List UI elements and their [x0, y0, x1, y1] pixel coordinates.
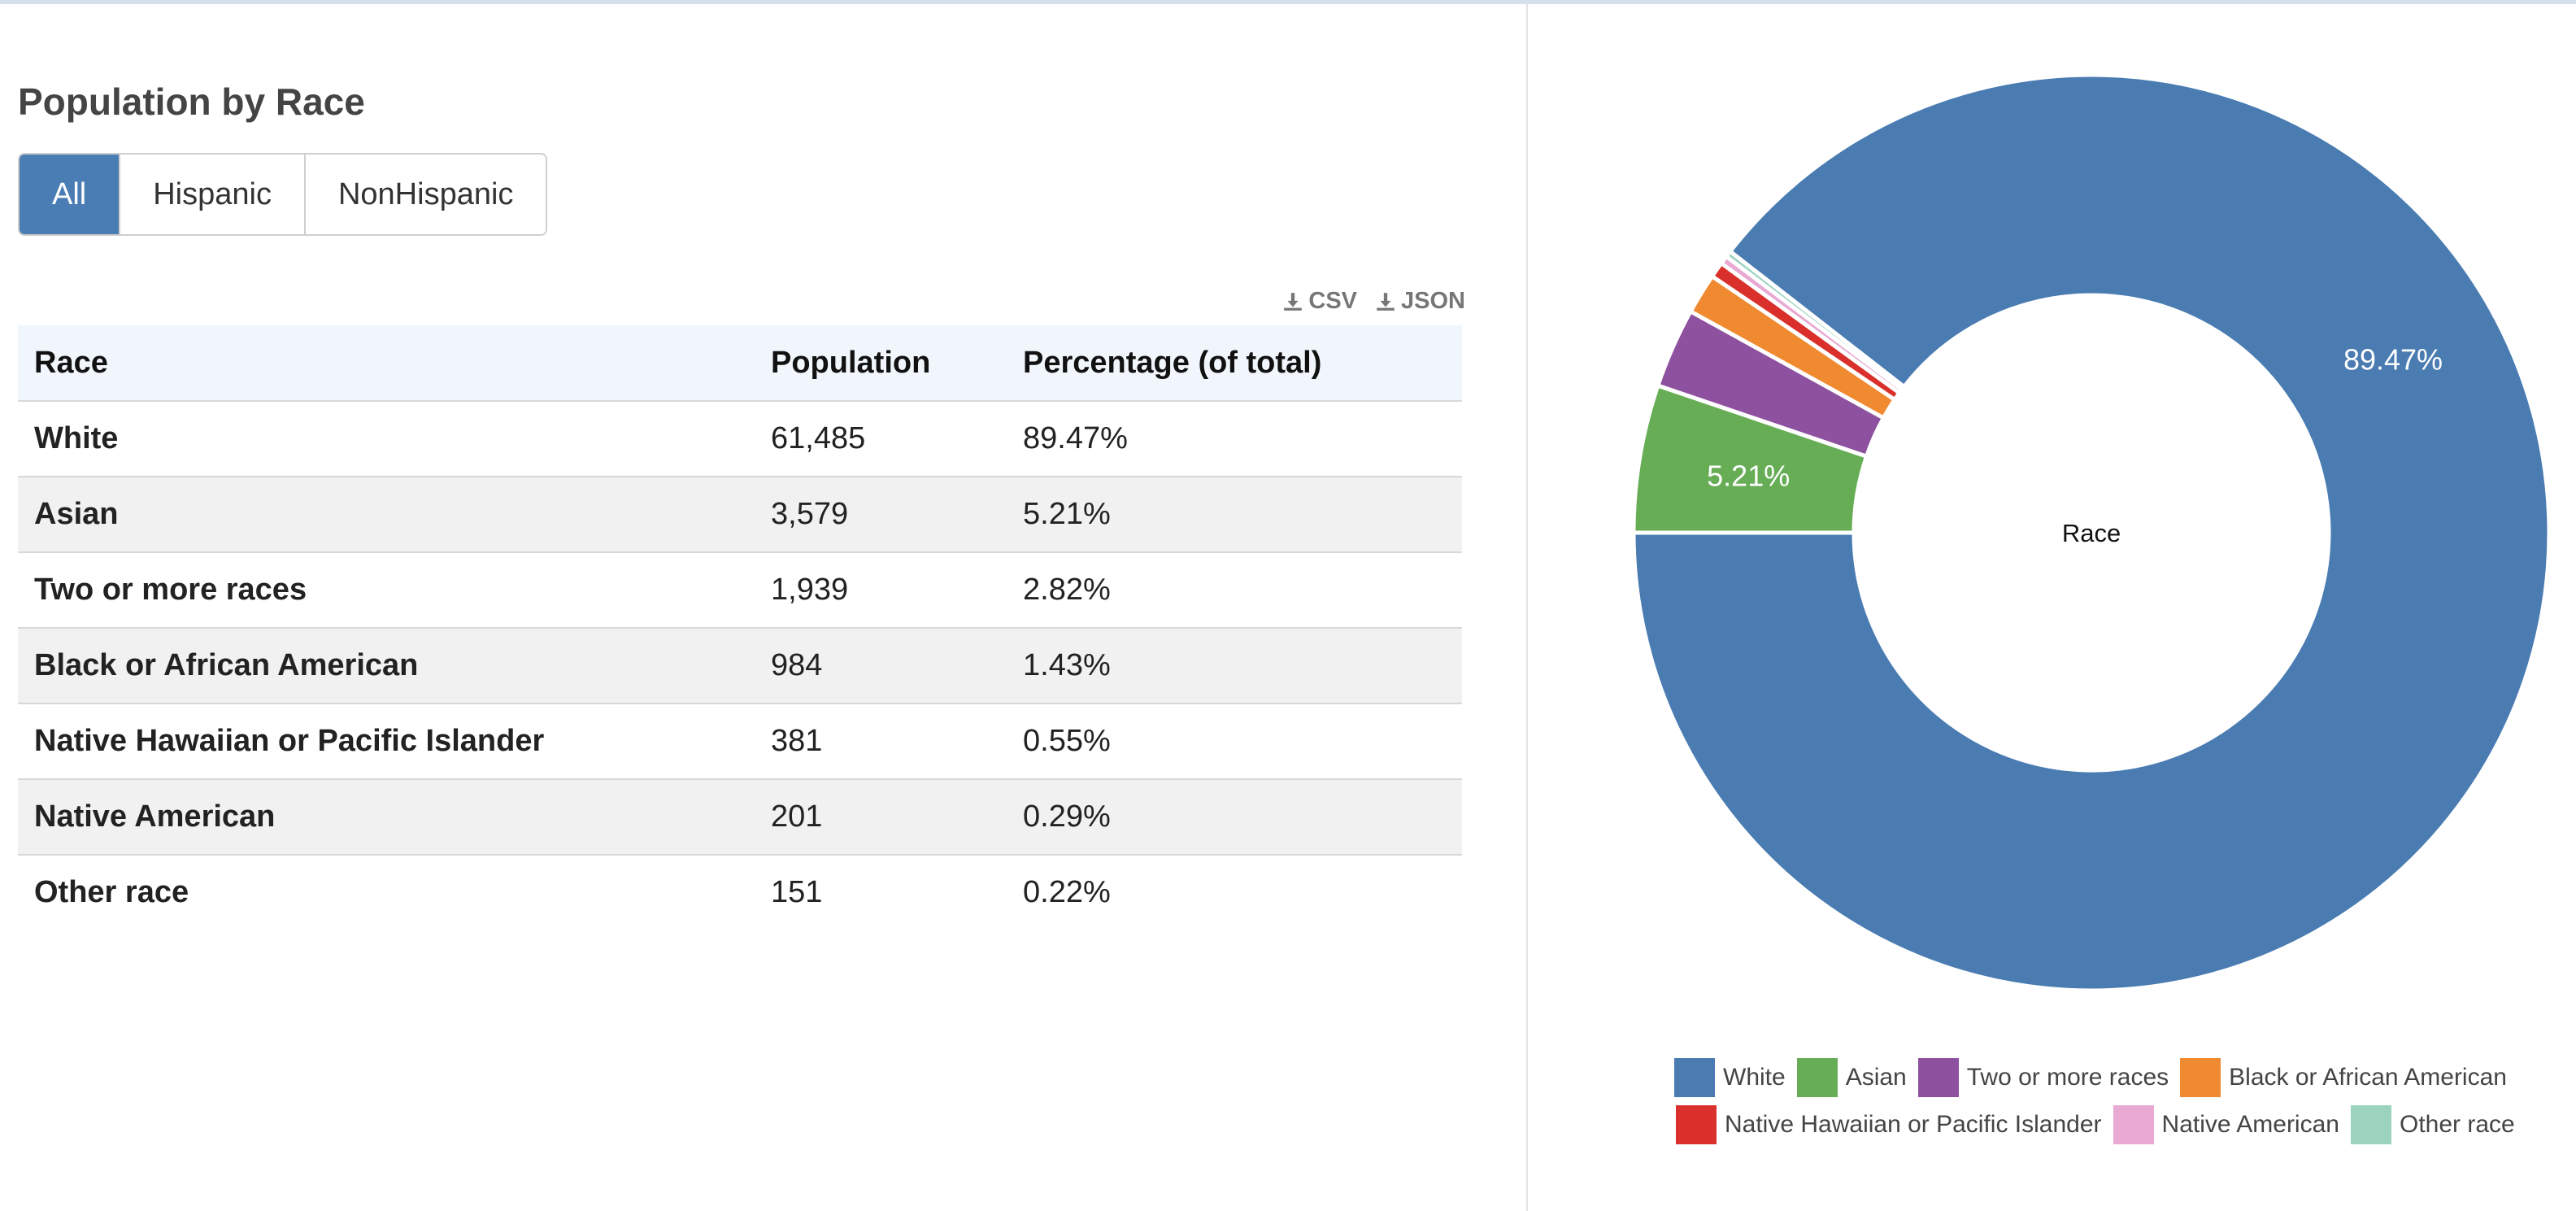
- legend-item[interactable]: Asian: [1796, 1058, 1907, 1097]
- donut-center-label: Race: [2062, 519, 2121, 547]
- slice-value-label: 5.21%: [1707, 459, 1790, 492]
- legend-item[interactable]: Native American: [2113, 1105, 2339, 1144]
- page-title: Population by Race: [18, 81, 365, 123]
- population-cell: 984: [755, 628, 1007, 704]
- percentage-cell: 1.43%: [1007, 628, 1462, 704]
- percentage-cell: 5.21%: [1007, 477, 1462, 553]
- header-population[interactable]: Population: [755, 325, 1007, 402]
- percentage-cell: 0.29%: [1007, 779, 1462, 856]
- download-csv-label: CSV: [1308, 288, 1358, 314]
- legend-row: Native Hawaiian or Pacific Islander Nativ…: [1676, 1105, 2526, 1144]
- race-cell: White: [18, 401, 755, 477]
- legend-swatch: [2180, 1058, 2221, 1097]
- legend-label: Asian: [1845, 1064, 1907, 1091]
- filter-nonhispanic-button[interactable]: NonHispanic: [305, 155, 546, 234]
- header-percentage[interactable]: Percentage (of total): [1007, 325, 1462, 402]
- table-row: Black or African American 984 1.43%: [18, 628, 1462, 704]
- download-json-link[interactable]: JSON: [1375, 288, 1465, 315]
- legend-swatch: [1674, 1058, 1715, 1097]
- filter-button-group: All Hispanic NonHispanic: [18, 153, 548, 236]
- race-cell: Native Hawaiian or Pacific Islander: [18, 704, 755, 780]
- slice-value-label: 89.47%: [2343, 343, 2443, 377]
- race-cell: Native American: [18, 779, 755, 856]
- legend-item[interactable]: Two or more races: [1917, 1058, 2169, 1097]
- table-row: Other race 151 0.22%: [18, 855, 1462, 930]
- race-cell: Black or African American: [18, 628, 755, 704]
- legend-item[interactable]: Native Hawaiian or Pacific Islander: [1676, 1105, 2102, 1144]
- population-cell: 381: [755, 704, 1007, 780]
- legend-row: White Asian Two or more races Black or Afri…: [1674, 1058, 2518, 1097]
- percentage-cell: 0.55%: [1007, 704, 1462, 780]
- filter-all-button[interactable]: All: [20, 155, 121, 234]
- population-cell: 61,485: [755, 401, 1007, 477]
- legend-swatch: [1917, 1058, 1959, 1097]
- population-cell: 201: [755, 779, 1007, 856]
- percentage-cell: 0.22%: [1023, 875, 1111, 909]
- table-row: Native American 201 0.29%: [18, 779, 1462, 856]
- legend-swatch: [2350, 1105, 2391, 1144]
- table-row: White 61,485 89.47%: [18, 401, 1462, 477]
- legend-swatch: [1676, 1105, 1717, 1144]
- percentage-cell: 2.82%: [1007, 552, 1462, 629]
- population-cell: 3,579: [755, 477, 1007, 553]
- header-race[interactable]: Race: [18, 325, 755, 402]
- download-json-label: JSON: [1401, 288, 1465, 314]
- table-row: Two or more races 1,939 2.82%: [18, 552, 1462, 629]
- race-cell: Two or more races: [18, 552, 755, 629]
- filter-hispanic-button[interactable]: Hispanic: [120, 155, 306, 234]
- table-header-row: Race Population Percentage (of total): [18, 325, 1462, 402]
- download-icon: [1284, 292, 1303, 311]
- download-csv-link[interactable]: CSV: [1282, 288, 1357, 315]
- legend-label: White: [1723, 1064, 1786, 1091]
- legend-label: Two or more races: [1966, 1064, 2169, 1091]
- percentage-cell: 89.47%: [1007, 401, 1462, 477]
- race-cell: Asian: [18, 477, 755, 553]
- top-border: [0, 0, 2576, 4]
- panel-divider: [1526, 4, 1528, 1211]
- download-links: CSV JSON: [1282, 288, 1465, 315]
- donut-slice-other-race[interactable]: [1723, 248, 1908, 393]
- table-row: Asian 3,579 5.21%: [18, 477, 1462, 553]
- download-icon: [1377, 292, 1395, 311]
- legend-item[interactable]: Other race: [2350, 1105, 2515, 1144]
- legend-swatch: [1796, 1058, 1838, 1097]
- race-table: Race Population Percentage (of total) Wh…: [18, 325, 1462, 930]
- legend-item[interactable]: Black or African American: [2180, 1058, 2507, 1097]
- donut-chart: 89.47% 5.21% Race: [1631, 72, 2552, 993]
- donut-slice-white[interactable]: [1631, 72, 2552, 993]
- chart-panel: 89.47% 5.21% Race White Asian Two or more ra…: [1528, 4, 2576, 1211]
- race-cell: Other race: [34, 875, 189, 909]
- legend-label: Black or African American: [2229, 1064, 2507, 1091]
- legend-label: Other race: [2399, 1111, 2515, 1138]
- legend-item[interactable]: White: [1674, 1058, 1786, 1097]
- population-cell: 1,939: [755, 552, 1007, 629]
- legend-label: Native Hawaiian or Pacific Islander: [1725, 1111, 2102, 1138]
- legend-swatch: [2113, 1105, 2154, 1144]
- table-row: Native Hawaiian or Pacific Islander 381 …: [18, 704, 1462, 780]
- population-cell: 151: [771, 875, 823, 909]
- legend-label: Native American: [2161, 1111, 2339, 1138]
